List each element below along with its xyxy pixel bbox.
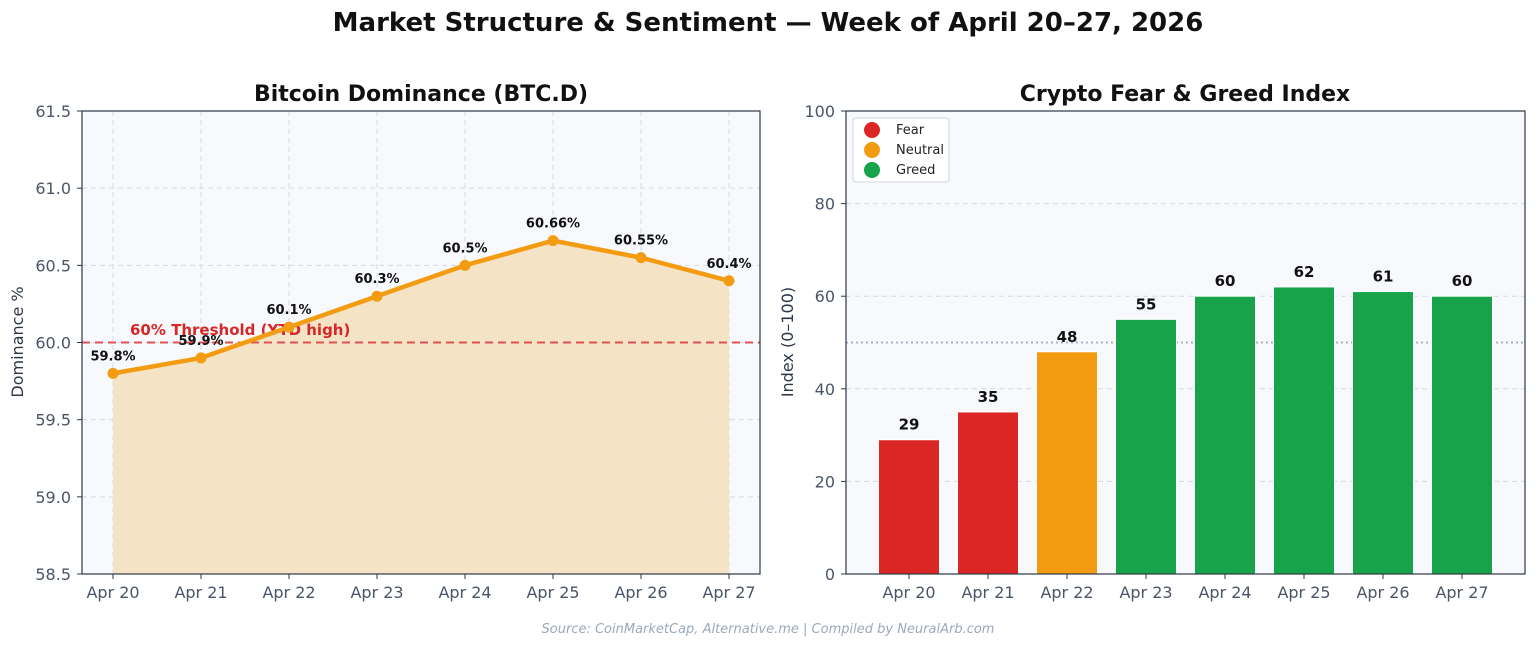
dominance-data-label: 60.55% (614, 234, 668, 249)
legend-neutral-marker (864, 142, 880, 158)
fear-greed-axes-frame (845, 110, 1526, 575)
fear-greed-legend: Fear Neutral Greed (852, 117, 950, 183)
dominance-point (547, 235, 559, 247)
figure-title: Market Structure & Sentiment — Week of A… (333, 8, 1204, 38)
fear-greed-data-label: 61 (1373, 268, 1394, 286)
fear-greed-x-tick-label: Apr 22 (1040, 583, 1093, 602)
fear-greed-data-label: 62 (1294, 263, 1315, 281)
dominance-data-label: 60.4% (706, 257, 751, 272)
fear-greed-x-tick-label: Apr 24 (1198, 583, 1251, 602)
dominance-y-tick-label: 61.5 (35, 102, 71, 121)
dominance-points (107, 235, 735, 379)
dominance-point (459, 259, 471, 271)
fear-greed-bar (1431, 295, 1493, 575)
dominance-x-tick-label: Apr 24 (438, 583, 491, 602)
legend-neutral-label: Neutral (896, 143, 944, 158)
dominance-y-tick-label: 61.0 (35, 179, 71, 198)
fear-greed-data-label: 29 (899, 416, 920, 434)
legend-greed-label: Greed (896, 163, 935, 178)
fear-greed-x-tick-label: Apr 27 (1435, 583, 1488, 602)
btc-dominance-chart: 60% Threshold (YTD high) 59.8% 59.9% 60.1%… (8, 82, 761, 602)
dominance-data-labels: 59.8% 59.9% 60.1% 60.3% 60.5% 60.66% 60.55% 60.… (90, 217, 751, 365)
dominance-data-label: 60.1% (266, 303, 311, 318)
dominance-y-axis-label: Dominance % (8, 286, 27, 397)
fear-greed-data-label: 35 (978, 388, 999, 406)
dominance-y-ticks: 58.5 59.0 59.5 60.0 60.5 61.0 61.5 (35, 102, 82, 584)
dominance-area-fill (113, 240, 729, 574)
fear-greed-x-tick-label: Apr 25 (1277, 583, 1330, 602)
fear-greed-bar (1273, 286, 1335, 575)
dominance-x-tick-label: Apr 25 (526, 583, 579, 602)
fear-greed-x-tick-label: Apr 26 (1356, 583, 1409, 602)
dominance-y-tick-label: 60.5 (35, 256, 71, 275)
dominance-point (195, 352, 207, 364)
fear-greed-y-axis-label: Index (0–100) (778, 287, 797, 397)
fear-greed-data-label: 55 (1136, 295, 1157, 313)
dominance-x-tick-label: Apr 20 (86, 583, 139, 602)
dominance-data-label: 60.66% (526, 217, 580, 232)
dominance-y-tick-label: 58.5 (35, 565, 71, 584)
fear-greed-data-label: 60 (1452, 272, 1473, 290)
dominance-data-label: 59.9% (178, 334, 223, 349)
fear-greed-bar (1115, 318, 1177, 575)
fear-greed-chart-title: Crypto Fear & Greed Index (1020, 82, 1351, 107)
dominance-x-tick-label: Apr 26 (614, 583, 667, 602)
dominance-data-label: 60.5% (442, 241, 487, 256)
fear-greed-y-tick-label: 100 (804, 102, 835, 121)
fear-greed-y-tick-label: 0 (825, 565, 835, 584)
dominance-y-tick-label: 59.5 (35, 411, 71, 430)
dominance-y-tick-label: 60.0 (35, 334, 71, 353)
dominance-x-tick-label: Apr 23 (350, 583, 403, 602)
fear-greed-bar (1194, 295, 1256, 575)
source-note: Source: CoinMarketCap, Alternative.me | … (542, 622, 995, 637)
dominance-point (283, 321, 295, 333)
fear-greed-data-label: 60 (1215, 272, 1236, 290)
fear-greed-y-tick-label: 20 (815, 472, 835, 491)
fear-greed-bar (1036, 351, 1098, 575)
fear-greed-x-tick-label: Apr 21 (961, 583, 1014, 602)
dominance-data-label: 59.8% (90, 349, 135, 364)
dominance-x-tick-label: Apr 21 (174, 583, 227, 602)
fear-greed-bar (1352, 291, 1414, 575)
fear-greed-bar (957, 411, 1019, 575)
fear-greed-bar (878, 439, 940, 575)
dominance-x-tick-label: Apr 27 (702, 583, 755, 602)
fear-greed-y-tick-label: 40 (815, 380, 835, 399)
threshold-label: 60% Threshold (YTD high) (130, 321, 350, 339)
fear-greed-data-label: 48 (1057, 328, 1078, 346)
dominance-y-tick-label: 59.0 (35, 488, 71, 507)
legend-fear-marker (864, 122, 880, 138)
dominance-point (371, 290, 383, 302)
dominance-x-ticks: Apr 20 Apr 21 Apr 22 Apr 23 Apr 24 Apr 25 Apr … (86, 574, 756, 602)
fear-greed-x-tick-label: Apr 23 (1119, 583, 1172, 602)
dominance-data-label: 60.3% (354, 272, 399, 287)
legend-fear-label: Fear (896, 123, 925, 138)
legend-greed-marker (864, 162, 880, 178)
fear-greed-data-labels: 29 35 48 55 60 62 61 60 (899, 263, 1473, 434)
fear-greed-bars (878, 286, 1493, 575)
fear-greed-x-tick-label: Apr 20 (882, 583, 935, 602)
dominance-chart-title: Bitcoin Dominance (BTC.D) (254, 82, 588, 107)
dominance-line (110, 238, 732, 376)
dominance-x-tick-label: Apr 22 (262, 583, 315, 602)
fear-greed-y-ticks: 0 20 40 60 80 100 (804, 102, 846, 584)
fear-greed-x-ticks: Apr 20 Apr 21 Apr 22 Apr 23 Apr 24 Apr 25 Apr … (882, 574, 1489, 602)
fear-greed-y-tick-label: 80 (815, 195, 835, 214)
dominance-point (107, 367, 119, 379)
dominance-point (635, 252, 647, 264)
dominance-point (723, 275, 735, 287)
fear-greed-y-tick-label: 60 (815, 287, 835, 306)
